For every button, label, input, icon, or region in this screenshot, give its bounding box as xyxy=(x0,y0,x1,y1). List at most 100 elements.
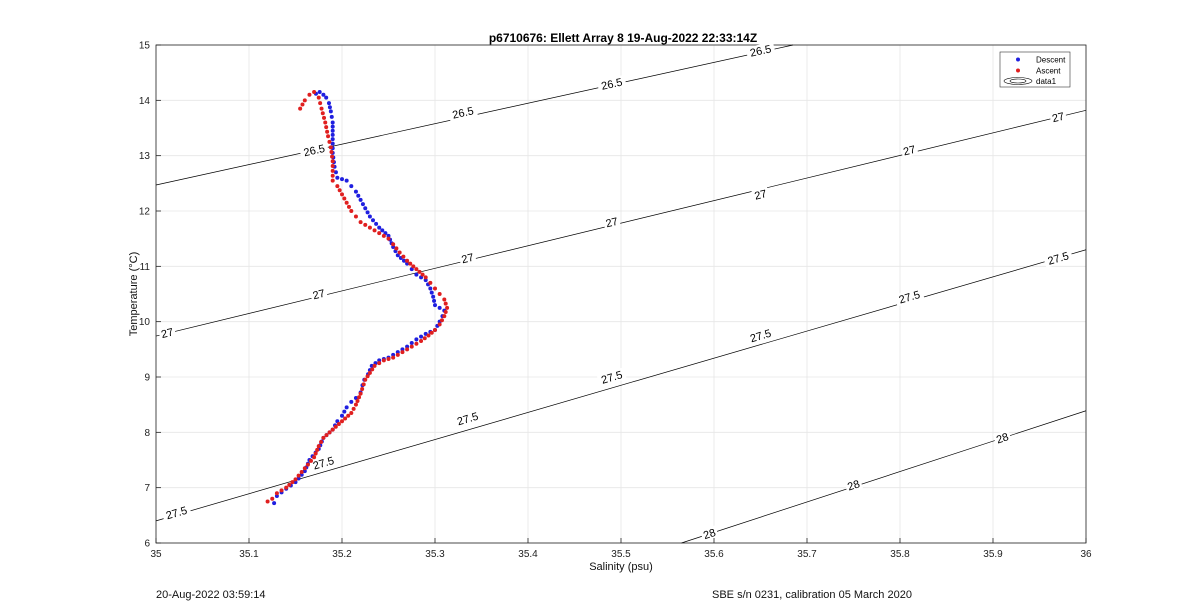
contour-label: 27 xyxy=(900,142,919,158)
contour-label-bg xyxy=(447,103,478,122)
x-tick-label: 35.9 xyxy=(983,549,1003,560)
point-ascent-interp xyxy=(318,101,323,106)
point-ascent-interp xyxy=(355,398,360,403)
point-ascent-interp xyxy=(370,367,375,372)
x-tick-label: 35.6 xyxy=(704,549,724,560)
contour-label-bg xyxy=(458,250,477,266)
point-descent xyxy=(405,261,410,266)
contour-label-text: 28 xyxy=(846,478,861,493)
contour-label-text: 27.5 xyxy=(456,411,480,429)
point-ascent xyxy=(270,496,275,501)
point-ascent xyxy=(312,455,317,460)
point-descent-interp xyxy=(340,177,344,182)
point-ascent-interp xyxy=(309,458,313,463)
point-ascent xyxy=(298,106,303,111)
y-tick-label: 8 xyxy=(144,428,150,439)
point-ascent-interp xyxy=(315,447,320,452)
point-ascent xyxy=(353,214,358,219)
grid-lines xyxy=(155,44,1087,544)
point-ascent xyxy=(391,242,396,247)
point-ascent xyxy=(442,297,447,302)
point-ascent xyxy=(284,485,289,490)
contour-label-text: 27 xyxy=(160,326,175,341)
y-tick-label: 15 xyxy=(139,41,151,52)
legend-label-ascent: Ascent xyxy=(1036,67,1061,76)
point-descent xyxy=(335,175,340,180)
contour-label-text: 26.5 xyxy=(451,105,474,121)
point-ascent xyxy=(377,231,382,236)
contour-label-text: 27.5 xyxy=(1046,250,1070,268)
contour-label-bg xyxy=(745,325,776,346)
y-tick-label: 12 xyxy=(139,207,151,218)
point-descent xyxy=(321,92,326,97)
point-ascent-interp xyxy=(313,451,318,456)
contour-label-text: 26.5 xyxy=(303,143,326,159)
point-ascent-interp xyxy=(443,309,448,314)
point-ascent-interp xyxy=(429,330,434,335)
y-tick-label: 10 xyxy=(139,317,151,328)
contour-line-27 xyxy=(155,109,1087,337)
point-ascent xyxy=(340,419,344,424)
point-descent-interp xyxy=(432,298,437,303)
contour-label-bg xyxy=(452,408,483,429)
point-descent xyxy=(324,95,329,100)
point-ascent-interp xyxy=(343,416,348,421)
contour-label-bg xyxy=(1048,109,1068,125)
contour-label-bg xyxy=(157,325,177,341)
point-ascent-interp xyxy=(381,233,386,238)
point-ascent-interp xyxy=(300,102,305,107)
point-ascent xyxy=(381,358,386,363)
contour-label: 26.5 xyxy=(299,141,330,159)
point-descent-interp xyxy=(333,170,338,175)
y-tick-label: 13 xyxy=(139,151,151,162)
point-ascent-interp xyxy=(408,261,413,266)
point-descent-interp xyxy=(391,352,396,357)
contour-label-bg xyxy=(844,476,863,494)
point-descent xyxy=(272,501,277,506)
point-ascent-interp xyxy=(401,254,406,259)
point-descent-interp xyxy=(296,476,301,481)
point-ascent-interp xyxy=(319,440,324,445)
point-descent xyxy=(353,396,358,401)
point-ascent-interp xyxy=(327,430,332,435)
point-ascent-interp xyxy=(327,139,332,144)
point-ascent xyxy=(265,499,270,504)
point-ascent-interp xyxy=(329,149,334,154)
point-ascent xyxy=(391,355,396,360)
point-ascent-interp xyxy=(324,433,329,438)
y-tick-label: 6 xyxy=(144,539,150,550)
point-ascent-interp xyxy=(336,422,341,427)
point-ascent-interp xyxy=(333,424,338,429)
x-tick-label: 35 xyxy=(150,549,162,560)
point-ascent-interp xyxy=(299,469,304,474)
point-descent xyxy=(377,358,382,363)
contour-label: 27.5 xyxy=(452,408,483,429)
contour-line-27-5 xyxy=(155,249,1087,522)
contour-label-text: 27.5 xyxy=(165,505,189,523)
point-ascent-interp xyxy=(320,111,325,116)
point-descent-interp xyxy=(329,114,334,119)
point-ascent xyxy=(316,444,321,449)
point-ascent xyxy=(419,339,424,344)
legend-marker-ascent xyxy=(1016,68,1020,73)
point-descent xyxy=(431,294,436,299)
point-descent-interp xyxy=(342,409,347,414)
point-ascent xyxy=(353,402,358,407)
y-tick-label: 14 xyxy=(139,96,151,107)
point-ascent-interp xyxy=(386,357,391,362)
x-axis-label: Salinity (psu) xyxy=(589,561,653,573)
point-descent-interp xyxy=(402,258,406,263)
point-descent xyxy=(330,120,335,125)
point-ascent-interp xyxy=(342,196,347,201)
contour-label: 27 xyxy=(751,186,770,203)
point-ascent xyxy=(323,120,328,125)
contour-label-text: 28 xyxy=(702,527,717,542)
contour-label-text: 27 xyxy=(753,188,768,203)
point-ascent-interp xyxy=(360,386,365,391)
point-ascent xyxy=(423,275,428,280)
contour-label: 27 xyxy=(309,286,328,302)
contour-label: 27 xyxy=(157,325,177,341)
point-ascent-interp xyxy=(417,269,422,274)
point-descent-interp xyxy=(380,228,385,233)
point-ascent xyxy=(293,477,298,482)
